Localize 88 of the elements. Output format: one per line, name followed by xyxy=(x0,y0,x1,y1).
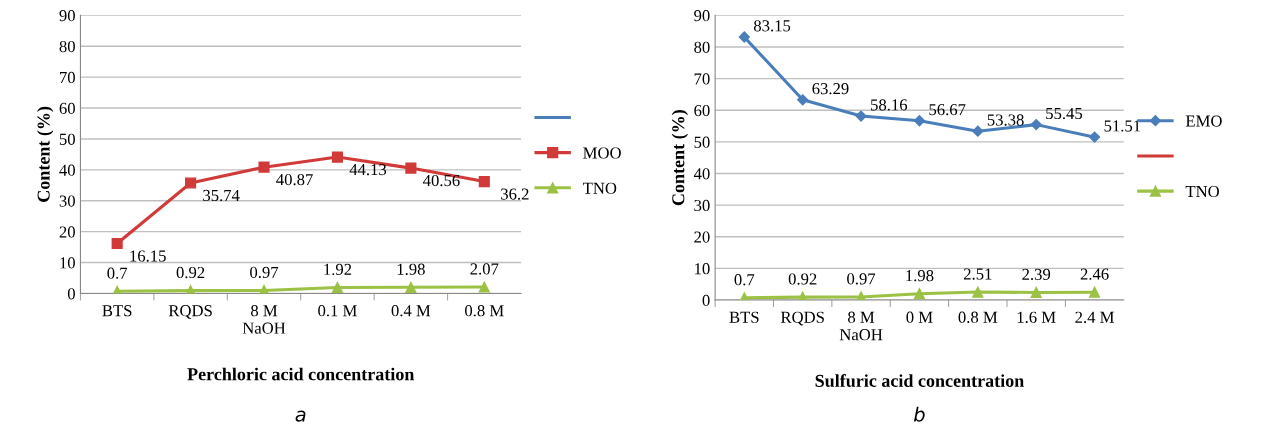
y-tick-label: 70 xyxy=(694,73,710,85)
data-label: 40.56 xyxy=(423,174,460,187)
data-label: 2.46 xyxy=(1080,268,1109,280)
point xyxy=(913,115,926,127)
y-tick-label: 20 xyxy=(59,226,75,238)
data-label: 35.74 xyxy=(203,189,240,202)
point xyxy=(478,176,490,188)
data-label: 51.51 xyxy=(1104,120,1141,132)
data-label: 83.15 xyxy=(753,20,791,32)
data-label: 0.92 xyxy=(788,273,817,285)
point xyxy=(405,281,417,293)
x-tick-label: 0.8 M xyxy=(465,305,504,317)
y-tick-label: 40 xyxy=(693,168,710,180)
y-tick-label: 90 xyxy=(694,10,710,22)
y-tick-label: 90 xyxy=(59,10,75,22)
point xyxy=(1030,286,1042,299)
data-label: 2.07 xyxy=(470,263,499,275)
data-label: 0.97 xyxy=(847,273,876,285)
x-tick-label: 0.1 M xyxy=(318,305,357,317)
point xyxy=(111,237,123,250)
y-tick-label: 50 xyxy=(694,136,710,148)
legend-label: TNO xyxy=(1185,185,1219,198)
data-label: 40.87 xyxy=(276,173,313,186)
x-tick-label: RQDS xyxy=(168,305,212,319)
data-label: 0.92 xyxy=(176,266,205,279)
y-tick-label: 30 xyxy=(59,195,75,207)
data-label: 53.38 xyxy=(987,114,1024,126)
y-tick-label: 20 xyxy=(694,231,710,243)
x-axis-title: Sulfuric acid concentration xyxy=(815,374,1024,387)
point xyxy=(258,161,270,173)
y-tick-label: 0 xyxy=(67,288,75,300)
text: b xyxy=(913,406,925,422)
y-tick-label: 60 xyxy=(59,102,75,114)
text: a xyxy=(295,410,306,422)
x-tick-label: 0.4 M xyxy=(391,305,431,317)
y-tick-label: 0 xyxy=(702,294,710,306)
legend-label: MOO xyxy=(583,147,621,159)
data-label: 36.2 xyxy=(501,188,529,200)
point xyxy=(972,125,984,137)
point xyxy=(972,286,984,298)
y-tick-label: 40 xyxy=(59,164,75,176)
x-tick-label: 0 M xyxy=(906,311,933,323)
point xyxy=(1089,286,1101,298)
x-axis-title: Perchloric acid concentration xyxy=(187,367,415,381)
x-tick-label: 1.6 M xyxy=(1017,311,1056,323)
legend-label: EMO xyxy=(1185,115,1222,127)
point xyxy=(185,177,197,189)
y-tick-label: 50 xyxy=(59,133,75,145)
y-tick-label: 80 xyxy=(694,41,710,53)
data-label: 0.97 xyxy=(250,266,279,279)
point xyxy=(913,288,925,300)
data-label: 0.7 xyxy=(107,267,128,279)
x-tick-label: BTS xyxy=(729,311,759,323)
x-tick-label: RQDS xyxy=(780,311,824,326)
x-tick-label: 2.4 M xyxy=(1075,311,1114,323)
x-tick-label: 8 M NaOH xyxy=(242,305,286,334)
point xyxy=(797,94,809,106)
y-tick-label: 60 xyxy=(694,104,710,117)
y-tick-label: 30 xyxy=(694,199,710,212)
point xyxy=(478,281,490,293)
point xyxy=(331,151,344,163)
point xyxy=(405,162,417,174)
y-tick-label: 70 xyxy=(60,71,75,84)
point xyxy=(1088,131,1101,143)
data-label: 2.39 xyxy=(1022,268,1051,281)
y-axis-title: Content (%) xyxy=(671,110,689,206)
point xyxy=(738,31,750,43)
data-label: 44.13 xyxy=(349,163,387,176)
legend-label: TNO xyxy=(582,182,617,194)
x-tick-label: 0.8 M xyxy=(958,311,998,323)
y-axis-title: Content (%) xyxy=(36,106,54,202)
x-tick-label: BTS xyxy=(102,305,132,317)
data-label: 0.7 xyxy=(734,274,755,286)
data-label: 2.51 xyxy=(963,268,992,280)
data-label: 63.29 xyxy=(812,83,849,95)
point xyxy=(1030,119,1042,131)
x-tick-label: 8 M NaOH xyxy=(839,311,883,341)
y-tick-label: 10 xyxy=(695,263,710,275)
data-label: 58.16 xyxy=(871,99,908,111)
y-tick-label: 80 xyxy=(59,40,75,53)
data-label: 55.45 xyxy=(1046,107,1083,120)
data-label: 1.92 xyxy=(324,263,352,276)
data-label: 1.98 xyxy=(906,270,934,282)
point xyxy=(331,281,344,294)
data-label: 1.98 xyxy=(397,263,425,275)
data-label: 16.15 xyxy=(130,250,166,262)
data-label: 56.67 xyxy=(929,104,966,116)
y-tick-label: 10 xyxy=(60,257,75,269)
